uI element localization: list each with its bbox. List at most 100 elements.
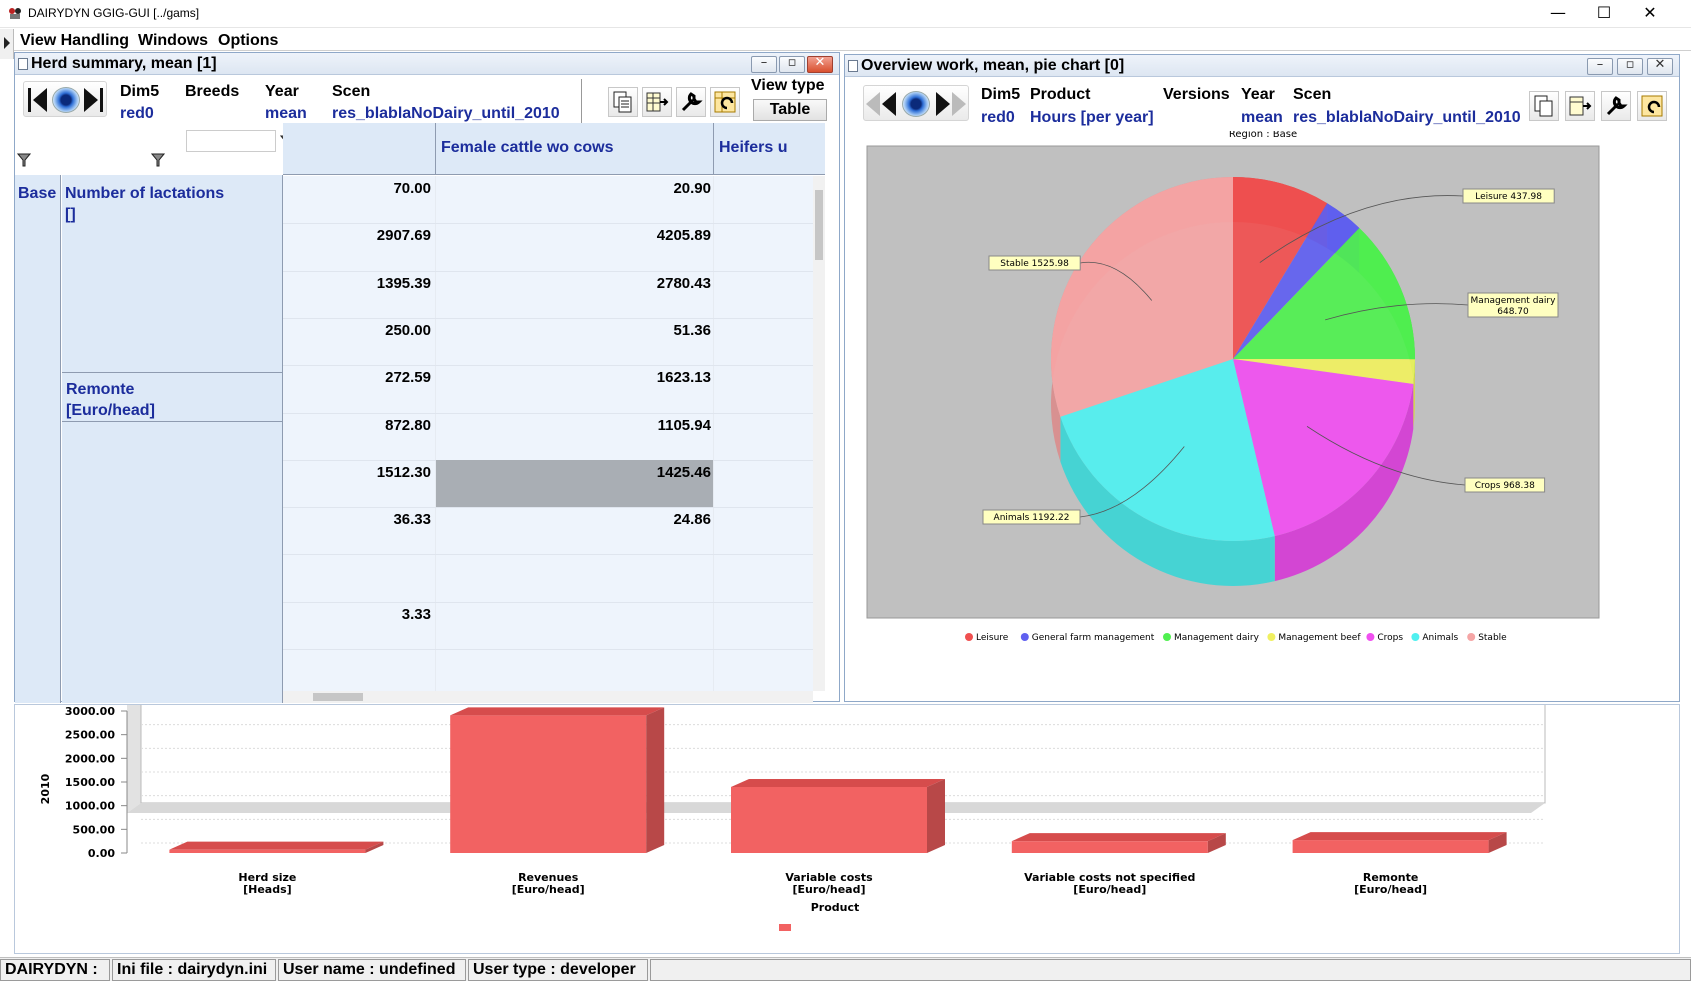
herd-summary-title-bar[interactable]: Herd summary, mean [1] – ▫ ✕	[15, 53, 839, 75]
scen-value[interactable]: res_blablaNoDairy_until_2010	[332, 105, 560, 122]
pie-export-button[interactable]	[1565, 91, 1595, 121]
pie-year-value[interactable]: mean	[1241, 109, 1283, 126]
table-cell-col2[interactable]: 51.36	[673, 321, 711, 339]
pie-first-button[interactable]	[866, 92, 880, 116]
table-cell-col1[interactable]: 272.59	[385, 369, 431, 387]
pie-frame-maximize-button[interactable]: ▫	[1617, 57, 1643, 75]
next-button[interactable]	[84, 88, 98, 112]
export-table-button[interactable]	[642, 87, 672, 117]
pie-slice-animals[interactable]	[1060, 359, 1275, 541]
bar-3[interactable]	[1011, 833, 1226, 853]
pie-scen-value[interactable]: res_blablaNoDairy_until_2010	[1293, 109, 1521, 126]
bar-front[interactable]	[731, 786, 927, 853]
table-cell-col1[interactable]: 250.00	[385, 321, 431, 339]
frame-maximize-button[interactable]: ▫	[779, 55, 805, 73]
pie-eye-icon[interactable]	[902, 91, 930, 117]
bar-front[interactable]	[169, 849, 366, 853]
collapse-arrow-icon[interactable]	[0, 29, 14, 59]
minimize-button[interactable]: —	[1550, 3, 1566, 22]
row-label-lactations[interactable]: Number of lactations	[65, 185, 225, 202]
row-label-remonte[interactable]: Remonte	[66, 381, 135, 398]
pie-slice-leisure[interactable]	[1233, 177, 1328, 359]
pie-slice-general-farm-management[interactable]	[1233, 203, 1360, 359]
close-button[interactable]: ✕	[1643, 3, 1657, 22]
table-cell-col1[interactable]: 872.80	[385, 416, 431, 434]
menu-options[interactable]: Options	[218, 32, 279, 49]
bar-1[interactable]	[450, 707, 665, 853]
export-table-icon	[1569, 96, 1592, 116]
table-cell-col1[interactable]: 3.33	[401, 605, 431, 623]
pie-label-connector	[1325, 303, 1469, 321]
row-filter-icon-2[interactable]	[151, 153, 165, 167]
pie-slice-management-dairy[interactable]	[1233, 227, 1415, 360]
frame-close-button[interactable]: ✕	[807, 55, 833, 73]
view-type-button[interactable]: Table	[753, 99, 827, 121]
pie-next-button[interactable]	[936, 92, 950, 116]
legend-swatch-stable	[1467, 633, 1476, 641]
year-value[interactable]: mean	[265, 105, 307, 122]
table-cell-col2[interactable]: 1105.94	[657, 416, 711, 434]
window-title: DAIRYDYN GGIG-GUI [../gams]	[28, 6, 200, 20]
column-header-row: Female cattle wo cows Heifers u	[283, 123, 825, 175]
table-cell-col2[interactable]: 2780.43	[656, 274, 711, 292]
pie-copy-button[interactable]	[1529, 91, 1559, 121]
table-cell-col2[interactable]: 4205.89	[656, 227, 711, 245]
pie-settings-button[interactable]	[1601, 91, 1631, 121]
pie-label-connector	[1306, 426, 1466, 486]
pie-frame-minimize-button[interactable]: –	[1587, 57, 1613, 75]
pie-dim5-value[interactable]: red0	[981, 109, 1015, 126]
bar-2[interactable]	[731, 778, 945, 853]
bar-front[interactable]	[1011, 841, 1208, 853]
pie-slice-stable[interactable]	[1051, 177, 1233, 417]
region-label: Base	[18, 185, 57, 202]
horizontal-scroll-thumb[interactable]	[313, 693, 363, 701]
table-cell-col2[interactable]: 1425.46	[656, 463, 711, 481]
copy-button[interactable]	[608, 87, 638, 117]
bar-top	[450, 707, 665, 716]
pie-slice-crops[interactable]	[1233, 359, 1414, 537]
vertical-scroll-thumb[interactable]	[815, 190, 823, 260]
table-cell-col1[interactable]: 1395.39	[376, 274, 431, 292]
app-logo-icon	[9, 8, 21, 19]
pie-slice-management-beef[interactable]	[1233, 359, 1415, 384]
dim5-value[interactable]: red0	[120, 105, 154, 122]
legend-swatch-crops	[1366, 633, 1375, 641]
table-cell-col1[interactable]: 2907.69	[376, 227, 431, 245]
table-cell-col1[interactable]: 70.00	[393, 180, 431, 197]
horizontal-scrollbar[interactable]	[283, 691, 813, 703]
column-header-heifers[interactable]: Heifers u	[719, 139, 788, 156]
menu-view-handling[interactable]: View Handling	[20, 32, 130, 49]
pie-label-connector	[1079, 446, 1185, 518]
refresh-table-button[interactable]	[710, 87, 740, 117]
bar-4[interactable]	[1292, 832, 1507, 853]
previous-button[interactable]	[33, 88, 47, 112]
pie-product-value[interactable]: Hours [per year]	[1030, 109, 1154, 126]
bar-front[interactable]	[1292, 840, 1489, 853]
settings-button[interactable]	[676, 87, 706, 117]
selected-cell[interactable]	[436, 459, 713, 508]
pie-previous-button[interactable]	[882, 92, 896, 116]
pie-chart-title-bar[interactable]: Overview work, mean, pie chart [0] – ▫ ✕	[845, 55, 1679, 77]
maximize-button[interactable]: ☐	[1596, 3, 1612, 22]
pie-frame-close-button[interactable]: ✕	[1647, 57, 1673, 75]
table-cell-col2[interactable]: 20.90	[673, 180, 711, 197]
vertical-scrollbar[interactable]	[813, 176, 825, 691]
eye-icon[interactable]	[52, 87, 80, 113]
table-cell-col2[interactable]: 1623.13	[656, 369, 711, 387]
frame-minimize-button[interactable]: –	[751, 55, 777, 73]
table-cell-col1[interactable]: 36.33	[393, 511, 431, 529]
menu-windows[interactable]: Windows	[138, 32, 209, 49]
column-header-female-cattle[interactable]: Female cattle wo cows	[441, 139, 614, 156]
y-tick-label: 1000.00	[65, 800, 115, 813]
pie-refresh-button[interactable]	[1637, 91, 1667, 121]
breeds-filter-input[interactable]	[186, 130, 276, 152]
bar-front[interactable]	[450, 715, 647, 853]
bar-0[interactable]	[169, 841, 384, 853]
y-tick-label: 2500.00	[65, 729, 115, 742]
pie-label-leisure: Leisure 437.98	[1475, 192, 1542, 202]
bar-side	[646, 707, 665, 853]
pie-last-button[interactable]	[952, 92, 966, 116]
table-cell-col2[interactable]: 24.86	[673, 511, 711, 529]
row-filter-icon[interactable]	[17, 153, 31, 167]
table-cell-col1[interactable]: 1512.30	[376, 463, 431, 481]
